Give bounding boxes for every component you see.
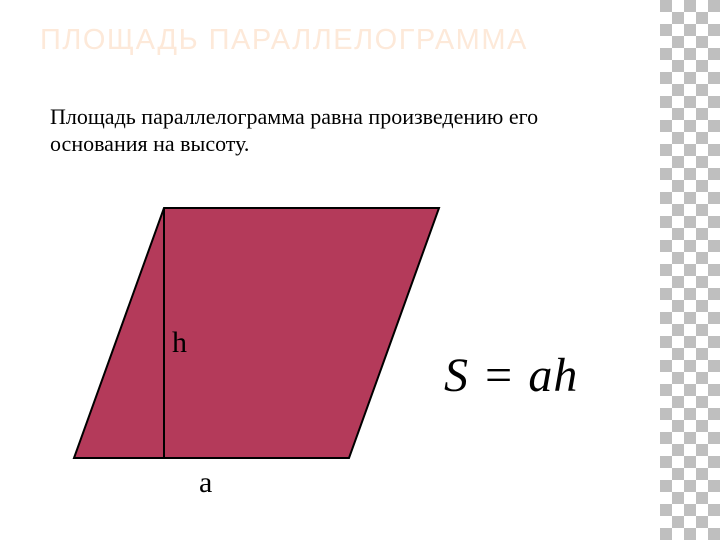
slide: ПЛОЩАДЬ ПАРАЛЛЕЛОГРАММА Площадь параллел… bbox=[0, 0, 720, 540]
parallelogram-figure: h a bbox=[44, 178, 444, 478]
parallelogram-shape bbox=[74, 208, 439, 458]
label-a: a bbox=[199, 466, 212, 500]
area-formula: S = ah bbox=[444, 348, 578, 403]
slide-title: ПЛОЩАДЬ ПАРАЛЛЕЛОГРАММА bbox=[40, 22, 528, 59]
label-h: h bbox=[172, 326, 187, 360]
slide-description: Площадь параллелограмма равна произведен… bbox=[50, 104, 610, 158]
side-texture bbox=[660, 0, 720, 540]
